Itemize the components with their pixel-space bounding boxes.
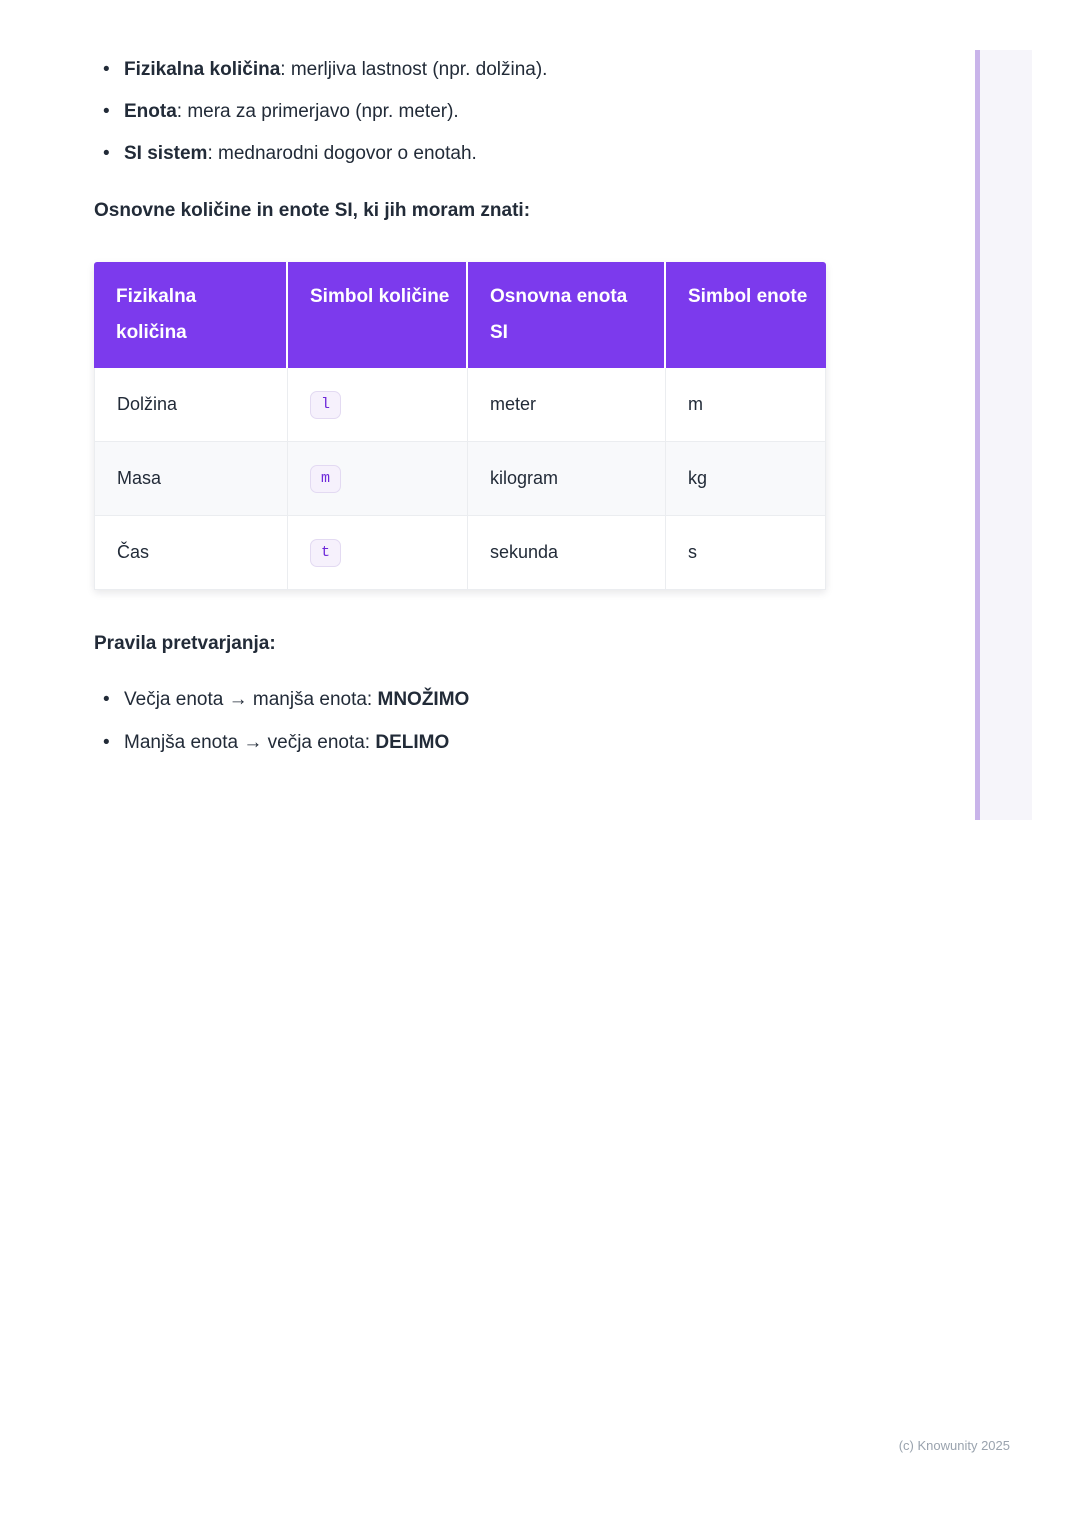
table-header-unit-symbol: Simbol enote — [666, 262, 826, 368]
definition-text: : mera za primerjavo (npr. meter). — [176, 101, 459, 122]
table-cell-quantity: Dolžina — [94, 368, 288, 442]
rule-text: Manjša enota → večja enota: — [124, 732, 376, 753]
table-cell-unit-symbol: kg — [666, 442, 826, 516]
definition-text: : merljiva lastnost (npr. dolžina). — [280, 59, 548, 80]
table-cell-symbol: l — [288, 368, 468, 442]
definition-term: Enota — [124, 101, 177, 122]
table-header-symbol: Simbol količine — [288, 262, 468, 368]
table-cell-unit-symbol: s — [666, 516, 826, 590]
rules-bullet-list: Večja enota → manjša enota: MNOŽIMO Manj… — [94, 686, 874, 772]
table-cell-symbol: t — [288, 516, 468, 590]
list-item-rule: Manjša enota → večja enota: DELIMO — [94, 729, 874, 757]
definition-term: SI sistem — [124, 143, 208, 164]
table-cell-quantity: Masa — [94, 442, 288, 516]
rule-keyword: DELIMO — [375, 732, 450, 753]
table-cell-symbol: m — [288, 442, 468, 516]
table-cell-unit-symbol: m — [666, 368, 826, 442]
list-item-definition: Fizikalna količina: merljiva lastnost (n… — [94, 56, 874, 84]
table-cell-unit: kilogram — [468, 442, 666, 516]
rule-text: Večja enota → manjša enota: — [124, 689, 378, 710]
definition-term: Fizikalna količina — [124, 59, 281, 80]
copyright-text: (c) Knowunity 2025 — [898, 1438, 1010, 1453]
intro-bullet-list: Fizikalna količina: merljiva lastnost (n… — [94, 56, 874, 182]
symbol-chip: m — [310, 464, 342, 493]
rule-keyword: MNOŽIMO — [377, 689, 470, 710]
side-panel-strip — [975, 50, 1032, 820]
si-units-table: Fizikalna količina Simbol količine Osnov… — [94, 262, 826, 590]
table-header-base-unit: Osnovna enota SI — [468, 262, 666, 368]
table-cell-unit: meter — [468, 368, 666, 442]
table-cell-unit: sekunda — [468, 516, 666, 590]
definition-text: : mednarodni dogovor o enotah. — [207, 143, 477, 164]
list-item-rule: Večja enota → manjša enota: MNOŽIMO — [94, 686, 874, 714]
section-heading-si-units: Osnovne količine in enote SI, ki jih mor… — [94, 200, 531, 221]
symbol-chip: l — [310, 390, 342, 419]
list-item-definition: SI sistem: mednarodni dogovor o enotah. — [94, 140, 874, 168]
list-item-definition: Enota: mera za primerjavo (npr. meter). — [94, 98, 874, 126]
section-heading-rules: Pravila pretvarjanja: — [94, 633, 276, 654]
symbol-chip: t — [310, 538, 342, 567]
table-header-quantity: Fizikalna količina — [94, 262, 288, 368]
table-cell-quantity: Čas — [94, 516, 288, 590]
